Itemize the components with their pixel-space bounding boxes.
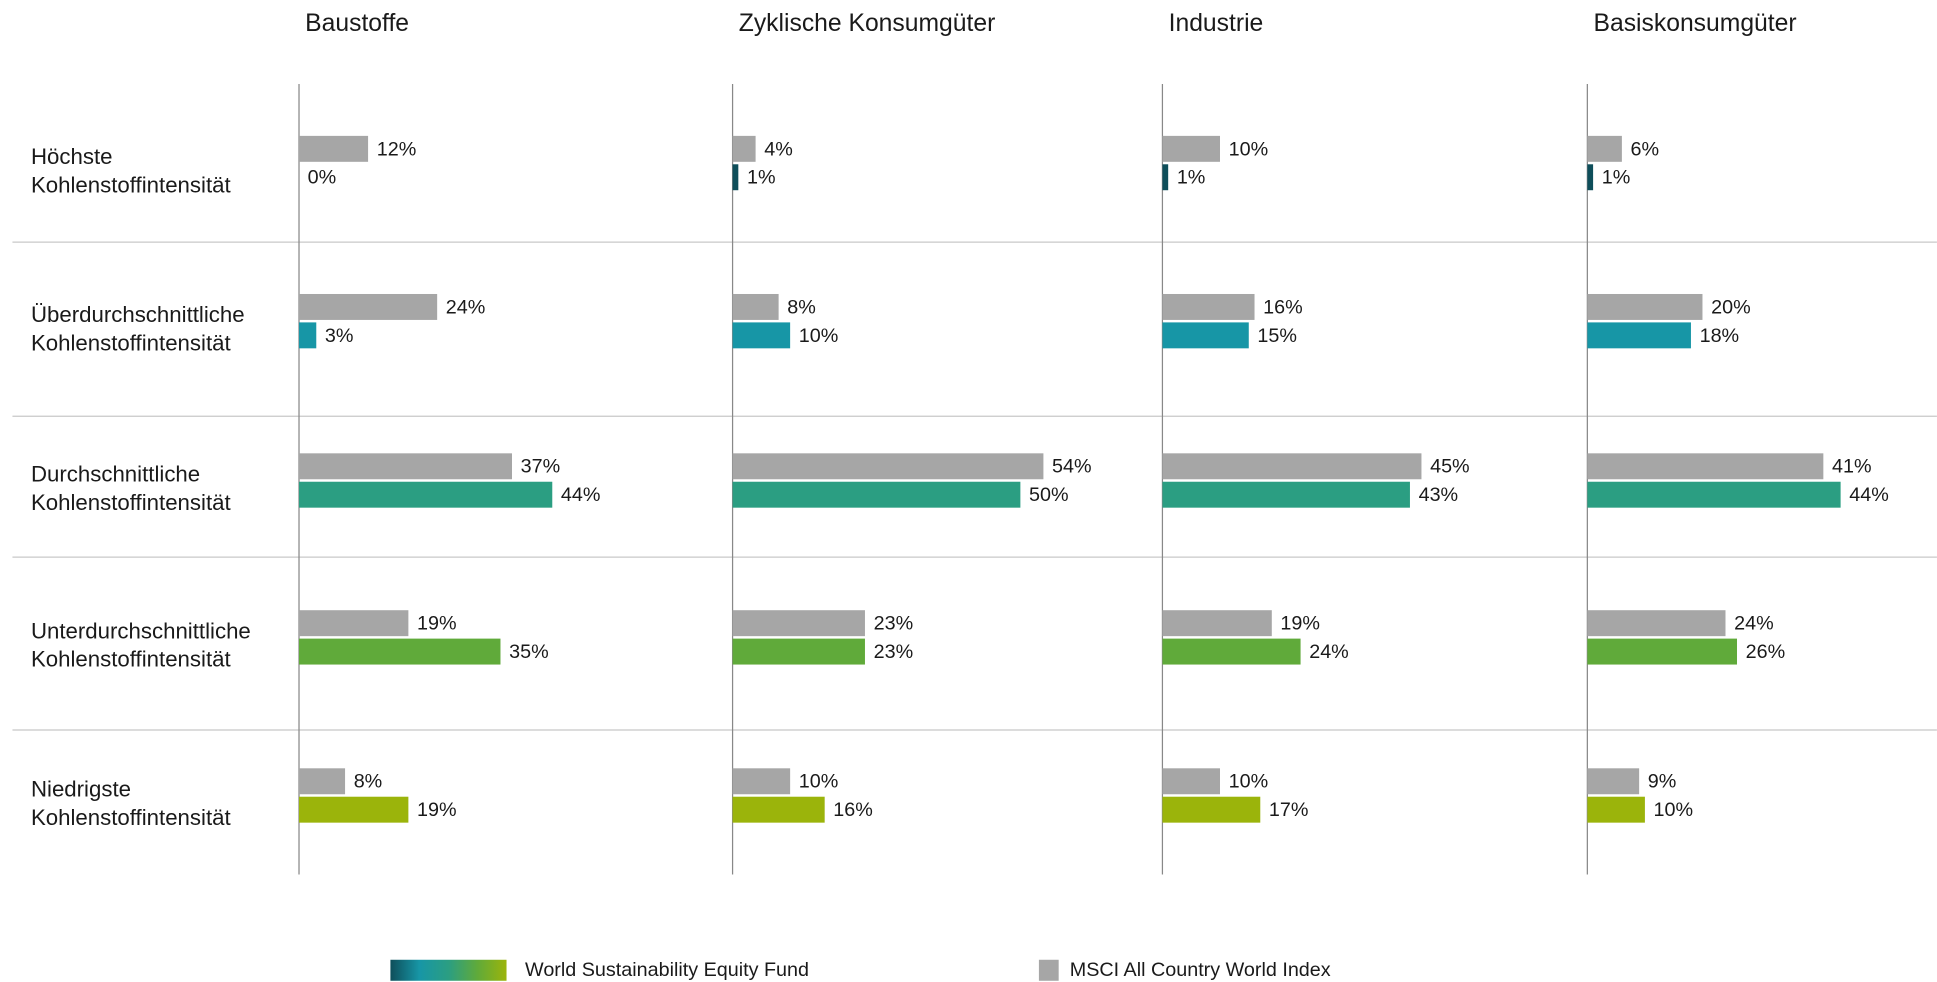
fund-bar [1162, 164, 1169, 191]
fund-bar [1162, 322, 1249, 349]
row-label: Niedrigste [31, 776, 131, 801]
row-label: Höchste [31, 144, 113, 169]
value-label: 44% [561, 484, 601, 506]
fund-bar [1162, 638, 1301, 665]
panel-title: Industrie [1169, 10, 1264, 37]
value-label: 44% [1849, 484, 1889, 506]
value-label: 12% [377, 138, 417, 160]
fund-bar [1587, 322, 1691, 349]
index-bar [299, 135, 369, 162]
value-label: 23% [874, 641, 914, 663]
value-label: 54% [1052, 456, 1092, 478]
value-label: 3% [325, 325, 354, 347]
value-label: 6% [1631, 138, 1660, 160]
legend-label: World Sustainability Equity Fund [525, 959, 809, 981]
fund-bar [732, 322, 791, 349]
index-bar [1162, 135, 1220, 162]
value-label: 9% [1648, 771, 1677, 793]
fund-bar [732, 796, 825, 823]
value-label: 20% [1711, 296, 1751, 318]
value-label: 10% [799, 325, 839, 347]
value-label: 26% [1746, 641, 1786, 663]
fund-bar [1587, 164, 1594, 191]
index-bar [1162, 453, 1422, 480]
index-bar [299, 293, 438, 320]
value-label: 15% [1257, 325, 1297, 347]
value-label: 4% [764, 138, 793, 160]
value-label: 24% [1309, 641, 1349, 663]
legend-swatch [1038, 959, 1059, 981]
index-bar [1587, 768, 1640, 795]
value-label: 41% [1832, 456, 1872, 478]
value-label: 19% [1280, 613, 1320, 635]
index-bar [1162, 610, 1272, 637]
value-label: 8% [787, 296, 816, 318]
row-label: Kohlenstoffintensität [31, 805, 232, 830]
value-label: 16% [833, 799, 873, 821]
fund-bar [732, 481, 1021, 508]
fund-bar [299, 796, 409, 823]
index-bar [1587, 453, 1824, 480]
value-label: 35% [509, 641, 549, 663]
panel-title: Basiskonsumgüter [1594, 10, 1797, 37]
fund-bar [299, 638, 501, 665]
value-label: 37% [521, 456, 561, 478]
row-label: Kohlenstoffintensität [31, 647, 232, 672]
fund-bar [1587, 638, 1738, 665]
value-label: 50% [1029, 484, 1069, 506]
index-bar [1162, 768, 1220, 795]
value-label: 24% [446, 296, 486, 318]
index-bar [1587, 293, 1703, 320]
index-bar [1162, 293, 1255, 320]
value-label: 10% [799, 771, 839, 793]
legend-label: MSCI All Country World Index [1070, 959, 1331, 981]
index-bar [732, 135, 756, 162]
legend-swatch [390, 959, 507, 981]
fund-bar [1587, 481, 1841, 508]
index-bar [299, 453, 512, 480]
index-bar [732, 453, 1044, 480]
value-label: 18% [1700, 325, 1740, 347]
row-label: Unterdurchschnittliche [31, 618, 251, 643]
value-label: 45% [1430, 456, 1470, 478]
fund-bar [732, 638, 865, 665]
row-label: Durchschnittliche [31, 461, 200, 486]
value-label: 1% [747, 167, 776, 189]
index-bar [732, 768, 791, 795]
index-bar [299, 610, 409, 637]
value-label: 19% [417, 613, 457, 635]
index-bar [732, 610, 865, 637]
fund-bar [1587, 796, 1645, 823]
index-bar [299, 768, 346, 795]
value-label: 24% [1734, 613, 1774, 635]
fund-bar [1162, 796, 1261, 823]
fund-bar [732, 164, 739, 191]
panel-title: Baustoffe [305, 10, 409, 37]
fund-bar [299, 322, 317, 349]
index-bar [1587, 610, 1726, 637]
value-label: 43% [1419, 484, 1459, 506]
value-label: 17% [1269, 799, 1309, 821]
value-label: 8% [354, 771, 383, 793]
row-label: Kohlenstoffintensität [31, 172, 232, 197]
row-label: Kohlenstoffintensität [31, 331, 232, 356]
index-bar [1587, 135, 1622, 162]
panel-title: Zyklische Konsumgüter [739, 10, 996, 37]
fund-bar [1162, 481, 1410, 508]
row-label: Kohlenstoffintensität [31, 490, 232, 515]
value-label: 23% [874, 613, 914, 635]
value-label: 19% [417, 799, 457, 821]
fund-bar [299, 481, 553, 508]
row-label: Überdurchschnittliche [31, 302, 245, 327]
value-label: 1% [1602, 167, 1631, 189]
index-bar [732, 293, 779, 320]
value-label: 10% [1229, 138, 1269, 160]
value-label: 16% [1263, 296, 1303, 318]
value-label: 10% [1654, 799, 1694, 821]
value-label: 0% [308, 167, 337, 189]
value-label: 10% [1229, 771, 1269, 793]
value-label: 1% [1177, 167, 1206, 189]
